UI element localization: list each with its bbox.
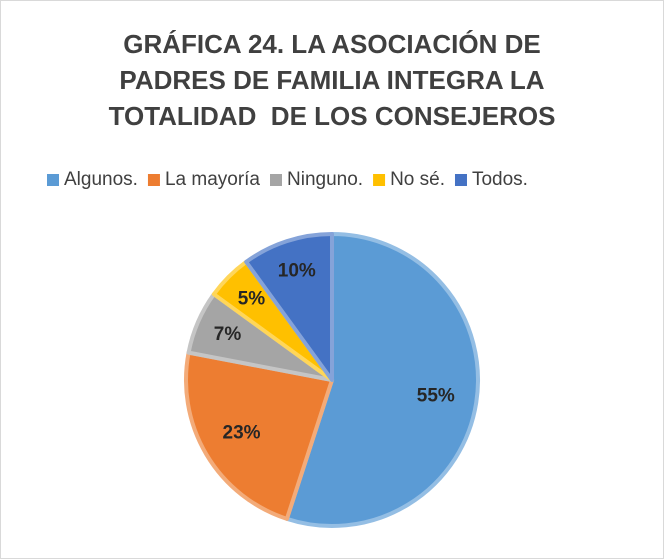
legend-label: La mayoría [165, 169, 260, 190]
legend-swatch [373, 174, 386, 186]
data-label: 5% [238, 288, 266, 309]
data-label: 7% [214, 324, 242, 345]
legend-label: Algunos. [64, 169, 138, 190]
legend-swatch [270, 174, 282, 186]
data-label: 10% [278, 261, 316, 282]
legend-swatch [47, 174, 59, 186]
data-label: 55% [417, 385, 455, 406]
pie-slice [284, 232, 480, 528]
chart-title: PADRES DE FAMILIA INTEGRA LA [119, 65, 544, 95]
data-label: 23% [223, 423, 261, 444]
chart-title: TOTALIDAD DE LOS CONSEJEROS [109, 101, 556, 131]
legend-label: Ninguno. [287, 169, 363, 190]
pie-slice [184, 350, 334, 521]
legend-swatch [147, 174, 160, 186]
chart-title: GRÁFICA 24. LA ASOCIACIÓN DE [123, 29, 540, 59]
legend-swatch [454, 174, 467, 186]
pie-slice [244, 232, 334, 382]
legend-label: No sé. [390, 169, 445, 190]
legend-label: Todos. [472, 169, 528, 190]
